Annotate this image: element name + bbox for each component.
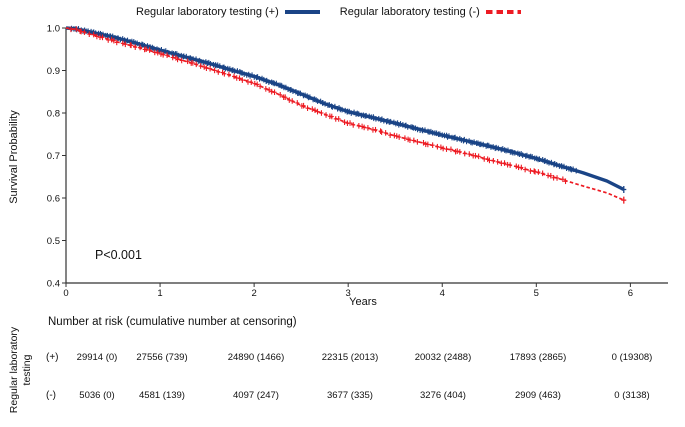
svg-text:1: 1	[157, 288, 162, 299]
risk-cell: 4581 (139)	[139, 390, 185, 401]
risk-cell: 24890 (1466)	[227, 352, 285, 363]
legend-item-positive: Regular laboratory testing (+)	[136, 6, 320, 18]
x-axis-title: Years	[349, 296, 377, 308]
svg-text:1.0: 1.0	[47, 24, 60, 35]
svg-text:2: 2	[251, 288, 256, 299]
legend-label-negative: Regular laboratory testing (-)	[339, 6, 480, 18]
risk-cell: 27556 (739)	[136, 352, 188, 363]
dashed-line-swatch	[485, 10, 521, 14]
legend-label-positive: Regular laboratory testing (+)	[136, 6, 279, 18]
svg-text:0.5: 0.5	[47, 236, 60, 247]
risk-row-positive: (+) 29914 (0) 27556 (739) 24890 (1466) 2…	[0, 352, 685, 364]
chart-legend: Regular laboratory testing (+) Regular l…	[136, 6, 521, 18]
risk-cell: 5036 (0)	[79, 390, 115, 401]
svg-text:5: 5	[534, 288, 539, 299]
risk-cell: 29914 (0)	[76, 352, 118, 363]
solid-line-swatch	[284, 10, 320, 14]
svg-text:0: 0	[63, 288, 68, 299]
risk-cell: 22315 (2013)	[321, 352, 379, 363]
risk-cell: 0 (3138)	[614, 390, 650, 401]
risk-cell: 20032 (2488)	[414, 352, 472, 363]
risk-cell: 2909 (463)	[515, 390, 561, 401]
svg-text:0.9: 0.9	[47, 66, 60, 77]
svg-text:0.7: 0.7	[47, 151, 60, 162]
risk-cell: 0 (19308)	[611, 352, 653, 363]
p-value-annotation: P<0.001	[95, 248, 142, 262]
risk-row-label: (+)	[46, 352, 59, 363]
y-axis-title: Survival Probability	[8, 110, 20, 204]
risk-table-group-label: Regular laboratory testing	[8, 326, 33, 414]
svg-text:6: 6	[628, 288, 633, 299]
risk-row-label: (-)	[46, 390, 56, 401]
svg-text:0.6: 0.6	[47, 194, 60, 205]
legend-item-negative: Regular laboratory testing (-)	[340, 6, 521, 18]
risk-cell: 4097 (247)	[233, 390, 279, 401]
svg-text:0.4: 0.4	[47, 279, 60, 290]
risk-cell: 17893 (2865)	[509, 352, 567, 363]
risk-cell: 3276 (404)	[420, 390, 466, 401]
svg-text:4: 4	[440, 288, 445, 299]
svg-text:0.8: 0.8	[47, 109, 60, 120]
risk-row-negative: (-) 5036 (0) 4581 (139) 4097 (247) 3677 …	[0, 390, 685, 402]
risk-table-title: Number at risk (cumulative number at cen…	[48, 316, 297, 328]
svg-text:3: 3	[346, 288, 351, 299]
risk-cell: 3677 (335)	[327, 390, 373, 401]
